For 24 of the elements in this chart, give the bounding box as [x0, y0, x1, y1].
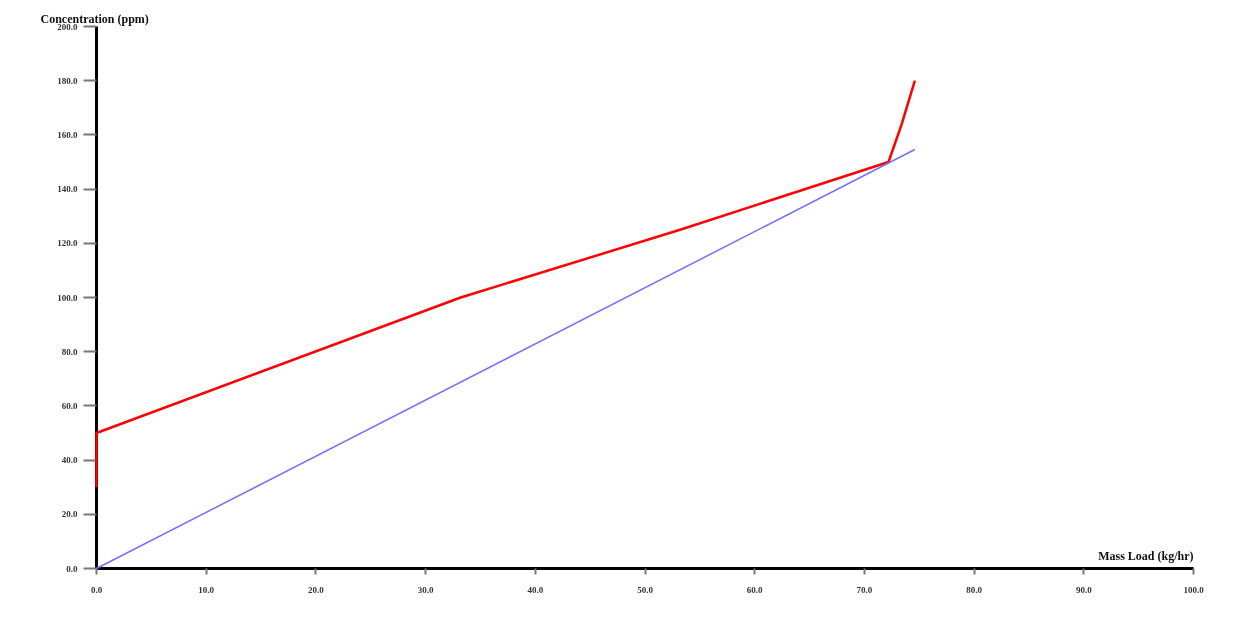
x-tick-label: 20.0: [308, 584, 325, 595]
x-tick-label: 100.0: [1183, 584, 1205, 595]
y-tick-label: 0.0: [66, 563, 78, 574]
y-tick-label: 160.0: [57, 129, 78, 140]
y-tick-label: 140.0: [57, 184, 78, 195]
x-tick-label: 0.0: [90, 584, 103, 595]
x-tick-label: 70.0: [856, 584, 873, 595]
y-tick-label: 180.0: [57, 75, 78, 86]
x-tick-label: 90.0: [1075, 584, 1093, 595]
y-tick-label: 100.0: [57, 292, 78, 303]
y-tick-label: 120.0: [57, 238, 78, 249]
x-tick-label: 10.0: [198, 584, 215, 595]
y-tick-label: 200.0: [57, 21, 78, 32]
x-tick-label: 60.0: [746, 584, 764, 595]
y-tick-label: 40.0: [61, 455, 78, 466]
y-tick-label: 60.0: [61, 400, 78, 411]
x-axis-title: Mass Load (kg/hr): [1098, 548, 1194, 563]
x-tick-label: 50.0: [637, 584, 654, 595]
line-series: [95, 79, 917, 489]
x-tick-label: 80.0: [966, 584, 983, 595]
y-tick-label: 80.0: [61, 346, 78, 357]
x-tick-label: 40.0: [527, 584, 544, 595]
y-tick-label: 20.0: [61, 509, 78, 520]
x-tick-label: 30.0: [417, 584, 434, 595]
